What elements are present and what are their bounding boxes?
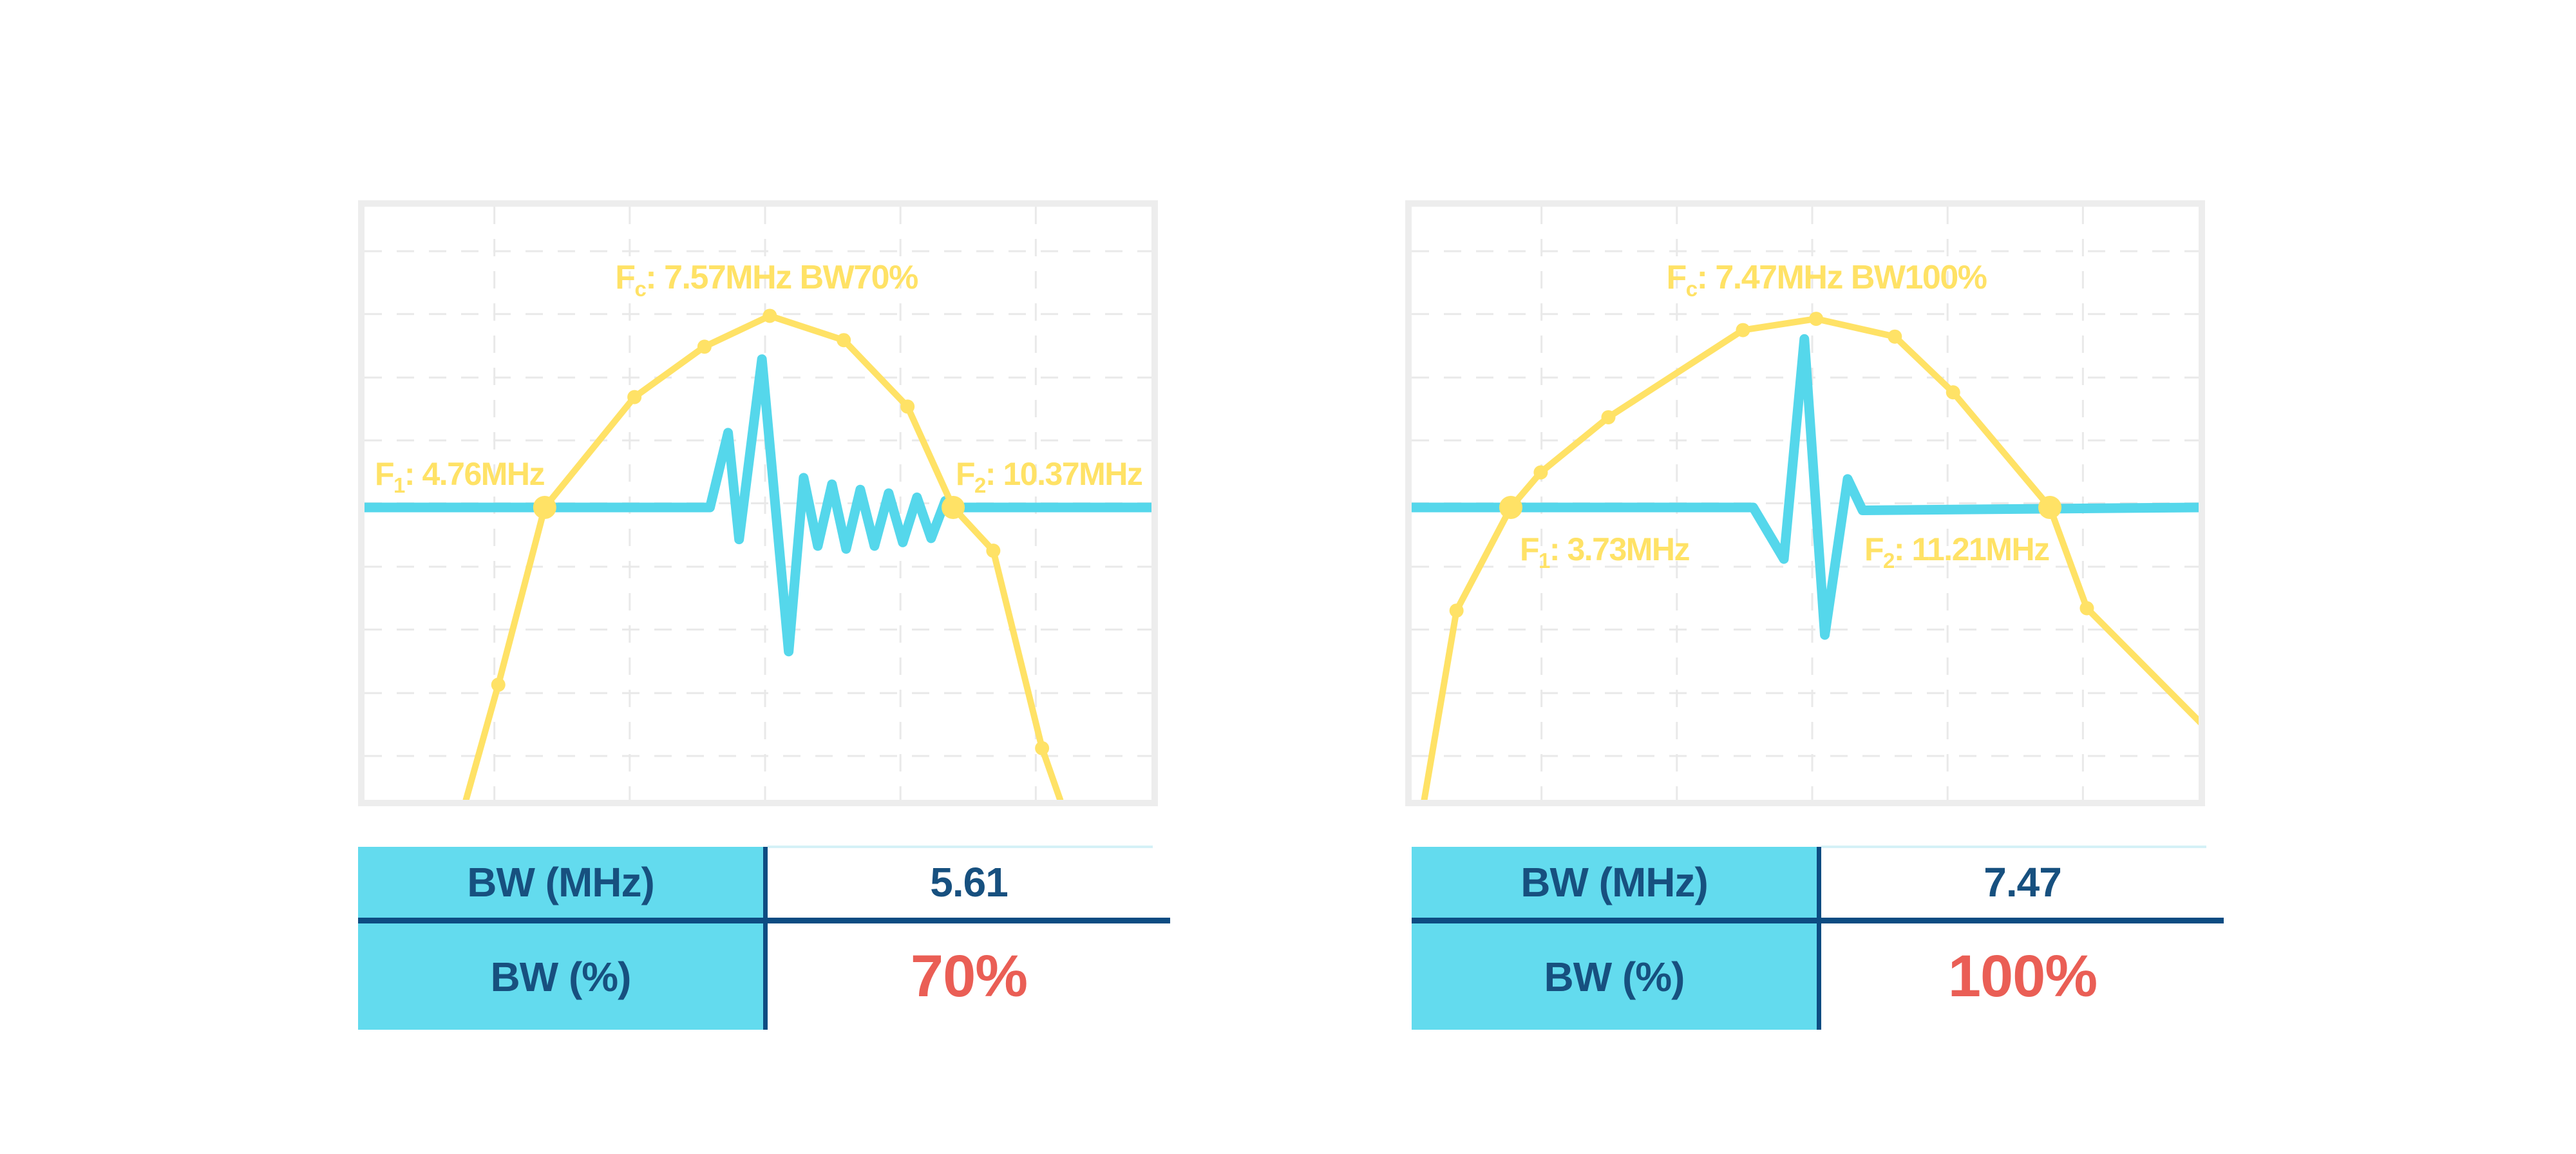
fc-annotation: Fc: 7.57MHz BW70%: [615, 259, 918, 301]
data-point-marker: [986, 544, 1001, 558]
table-row-label: BW (%): [490, 953, 632, 1000]
table-label-column-bg: [358, 847, 763, 1030]
table-row-value-highlight: 100%: [1947, 943, 2098, 1009]
data-point-marker: [1736, 323, 1750, 337]
table-row-label: BW (MHz): [467, 859, 655, 905]
plot-frame: [1405, 200, 2205, 806]
chart-bw100-svg: Fc: 7.47MHz BW100% F1: 3.73MHz F2: 11.21…: [1405, 200, 2205, 806]
table-label-column-bg: [1412, 847, 1817, 1030]
table-column-divider: [763, 847, 768, 1030]
pulse-waveform-line: [1406, 334, 2204, 640]
data-point-marker: [491, 677, 506, 692]
chart-bw70-svg: Fc: 7.57MHz BW70% F1: 4.76MHz F2: 10.37M…: [358, 200, 1158, 806]
f2-annotation: F2: 10.37MHz: [956, 456, 1142, 497]
f1-annotation: F1: 3.73MHz: [1520, 531, 1690, 572]
bw-table-left: BW (MHz) 5.61 BW (%) 70%: [358, 846, 1170, 1032]
f2-annotation: F2: 11.21MHz: [1864, 531, 2049, 572]
plot-frame: [358, 200, 1158, 806]
data-point-marker: [1449, 603, 1464, 618]
f1-annotation: F1: 4.76MHz: [375, 456, 545, 497]
spectrum-line: [462, 312, 1064, 803]
table-row-value-highlight: 70%: [910, 943, 1028, 1009]
data-point-marker: [1601, 410, 1616, 424]
table-column-divider: [1817, 847, 1821, 1030]
chart-bw70: Fc: 7.57MHz BW70% F1: 4.76MHz F2: 10.37M…: [358, 200, 1158, 806]
table-top-rule: [1821, 846, 2206, 848]
data-point-marker: [942, 495, 965, 519]
data-point-marker: [837, 333, 851, 348]
fc-annotation: Fc: 7.47MHz BW100%: [1666, 259, 1986, 301]
table-top-rule: [768, 846, 1153, 848]
bw-table-right: BW (MHz) 7.47 BW (%) 100%: [1412, 846, 2224, 1032]
table-row-label: BW (MHz): [1520, 859, 1709, 905]
spectrum-markers: [1449, 312, 2094, 618]
data-point-marker: [900, 399, 915, 414]
data-point-marker: [627, 390, 642, 404]
spectrum-line: [1421, 316, 2205, 803]
pulse-waveform-line: [359, 354, 1157, 657]
data-point-marker: [1499, 495, 1522, 519]
data-point-marker: [762, 308, 777, 323]
table-row-value: 7.47: [1984, 859, 2062, 905]
chart-bw100: Fc: 7.47MHz BW100% F1: 3.73MHz F2: 11.21…: [1405, 200, 2205, 806]
table-row-label: BW (%): [1544, 953, 1685, 1000]
data-point-marker: [1035, 741, 1050, 755]
data-point-marker: [1946, 385, 1960, 400]
data-point-marker: [1888, 329, 1902, 344]
table-row-divider: [1412, 918, 2224, 923]
table-row-divider: [358, 918, 1170, 923]
grid-layer: [1412, 207, 2199, 800]
table-row-value: 5.61: [930, 859, 1009, 905]
data-point-marker: [533, 495, 556, 519]
data-point-marker: [1533, 465, 1548, 480]
data-point-marker: [697, 339, 712, 354]
spectrum-markers: [491, 308, 1050, 755]
data-point-marker: [2038, 495, 2062, 519]
data-point-marker: [2079, 601, 2094, 616]
data-point-marker: [1809, 312, 1824, 326]
